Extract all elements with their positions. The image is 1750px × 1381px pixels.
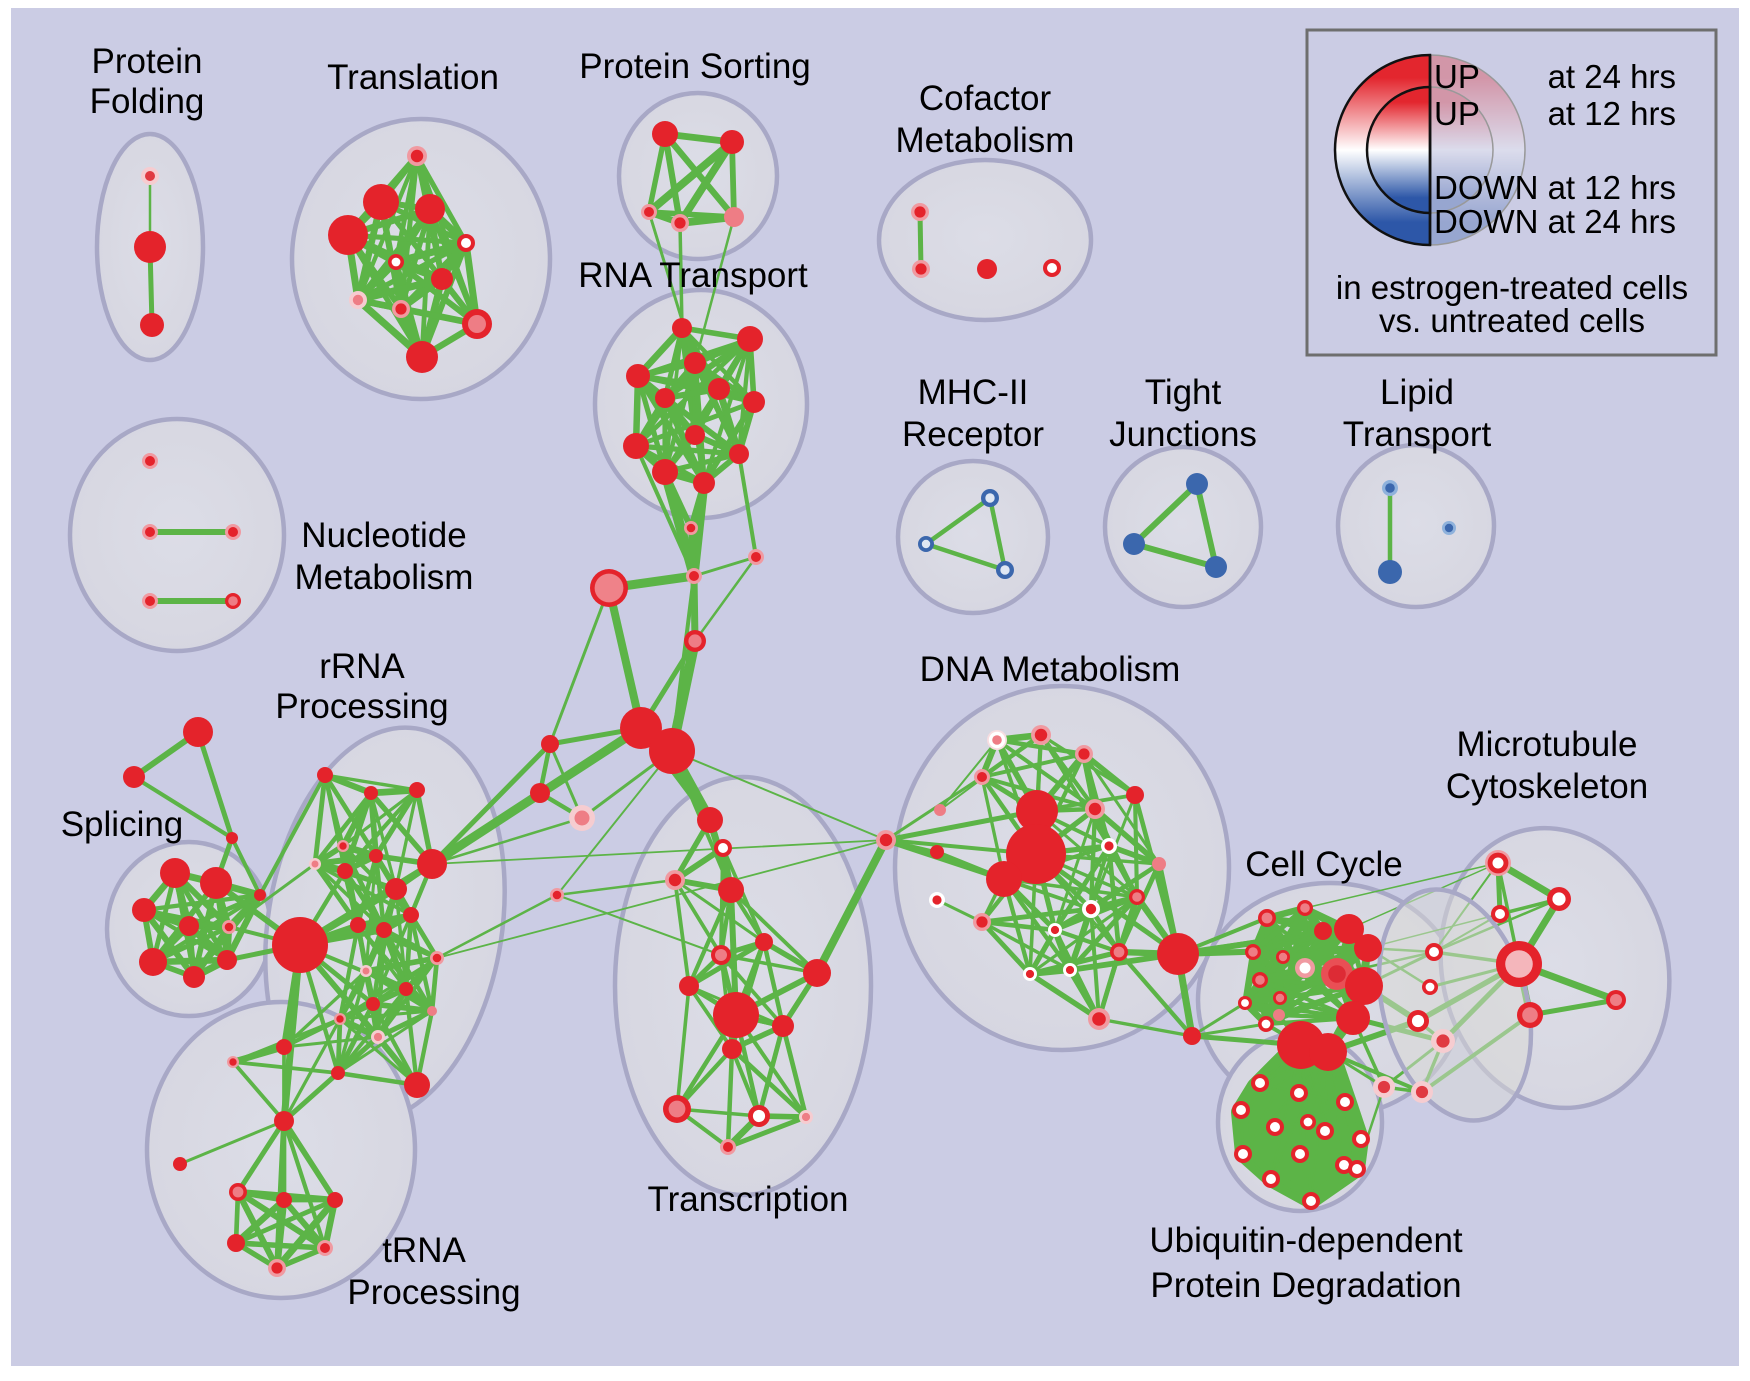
- svg-text:at 24 hrs: at 24 hrs: [1548, 58, 1676, 95]
- svg-text:Protein: Protein: [92, 42, 203, 81]
- svg-text:in estrogen-treated cells: in estrogen-treated cells: [1336, 269, 1688, 306]
- svg-text:Nucleotide: Nucleotide: [301, 516, 466, 555]
- svg-text:Metabolism: Metabolism: [896, 121, 1075, 160]
- svg-text:DOWN: DOWN: [1434, 169, 1538, 206]
- svg-text:Receptor: Receptor: [902, 415, 1044, 454]
- svg-text:Translation: Translation: [327, 58, 499, 97]
- svg-text:Metabolism: Metabolism: [295, 558, 474, 597]
- svg-text:Protein Sorting: Protein Sorting: [579, 47, 811, 86]
- svg-text:at 12 hrs: at 12 hrs: [1548, 169, 1676, 206]
- svg-text:tRNA: tRNA: [382, 1231, 466, 1270]
- svg-text:Transport: Transport: [1343, 415, 1492, 454]
- svg-text:Microtubule: Microtubule: [1457, 725, 1638, 764]
- svg-text:Lipid: Lipid: [1380, 373, 1454, 412]
- svg-text:UP: UP: [1434, 95, 1480, 132]
- svg-text:at 24 hrs: at 24 hrs: [1548, 203, 1676, 240]
- svg-text:Junctions: Junctions: [1109, 415, 1257, 454]
- svg-text:RNA Transport: RNA Transport: [578, 256, 808, 295]
- svg-text:Protein Degradation: Protein Degradation: [1150, 1266, 1461, 1305]
- svg-text:Processing: Processing: [347, 1273, 520, 1312]
- svg-text:Splicing: Splicing: [61, 805, 184, 844]
- svg-text:Cell Cycle: Cell Cycle: [1245, 845, 1403, 884]
- svg-text:Cytoskeleton: Cytoskeleton: [1446, 767, 1648, 806]
- svg-text:Transcription: Transcription: [648, 1180, 849, 1219]
- svg-text:DOWN: DOWN: [1434, 203, 1538, 240]
- svg-text:Tight: Tight: [1145, 373, 1222, 412]
- svg-text:vs. untreated cells: vs. untreated cells: [1379, 302, 1645, 339]
- svg-text:DNA Metabolism: DNA Metabolism: [920, 650, 1181, 689]
- svg-text:at 12 hrs: at 12 hrs: [1548, 95, 1676, 132]
- svg-text:Folding: Folding: [90, 82, 205, 121]
- svg-text:Ubiquitin-dependent: Ubiquitin-dependent: [1149, 1221, 1463, 1260]
- svg-text:rRNA: rRNA: [319, 647, 405, 686]
- svg-text:Cofactor: Cofactor: [919, 79, 1052, 118]
- svg-text:Processing: Processing: [275, 687, 448, 726]
- svg-text:MHC-II: MHC-II: [918, 373, 1029, 412]
- svg-text:UP: UP: [1434, 58, 1480, 95]
